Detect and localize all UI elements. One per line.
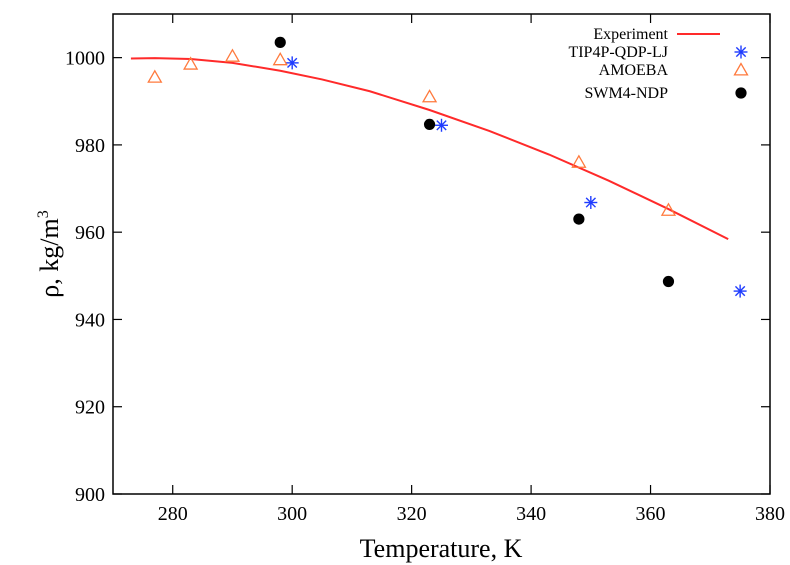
amoeba-point: [421, 89, 438, 103]
x-tick-label: 340: [516, 503, 546, 525]
amoeba-point: [272, 52, 288, 66]
swm4-ndp-point: [662, 275, 675, 288]
amoeba-point: [147, 69, 163, 83]
legend-swatch-amoeba: [733, 62, 749, 76]
y-axis-title-main: ρ, kg/m: [35, 218, 64, 297]
legend-label-tip4p: TIP4P-QDP-LJ: [568, 44, 668, 61]
x-tick-label: 300: [277, 503, 307, 525]
y-tick-label: 980: [75, 135, 105, 157]
y-tick-label: 1000: [65, 48, 105, 70]
plot-frame: [112, 13, 771, 495]
tip4p-qdp-lj-point: [435, 118, 448, 132]
amoeba-point: [660, 202, 677, 216]
y-axis-title: ρ, kg/m3: [35, 210, 64, 297]
x-tick-label: 280: [158, 503, 188, 525]
legend-label-swm4: SWM4-NDP: [584, 85, 668, 102]
series-layer: [130, 36, 747, 298]
ticks-layer: 280 300 320 340 360 380 900 920 940 960 980 1000: [65, 14, 785, 525]
x-axis-title: Temperature, K: [360, 534, 523, 563]
legend-swatch-swm4-ndp: [735, 87, 747, 99]
legend-label-experiment: Experiment: [593, 26, 668, 43]
legend-swatches: [677, 33, 749, 99]
y-tick-label: 940: [75, 309, 105, 331]
x-tick-label: 320: [397, 503, 427, 525]
tip4p-qdp-lj-point: [733, 284, 747, 298]
tip4p-qdp-lj-point: [285, 56, 299, 70]
legend-label-amoeba: AMOEBA: [599, 62, 669, 79]
y-tick-label: 900: [75, 484, 105, 506]
y-tick-label: 960: [75, 222, 105, 244]
swm4-ndp-point: [274, 36, 286, 48]
legend-swatch-tip4p-qdp-lj: [734, 45, 748, 59]
amoeba-point: [224, 48, 241, 62]
amoeba-point: [183, 56, 199, 70]
x-tick-label: 360: [636, 503, 666, 525]
swm4-ndp-point: [573, 213, 585, 225]
tip4p-qdp-lj-point: [584, 196, 598, 210]
swm4-ndp-point: [423, 118, 436, 130]
legend: Experiment TIP4P-QDP-LJ AMOEBA SWM4-NDP: [568, 26, 749, 102]
y-tick-label: 920: [75, 397, 105, 419]
amoeba-point: [571, 154, 587, 168]
x-tick-label: 380: [755, 503, 785, 525]
y-axis-title-superscript: 3: [35, 210, 52, 218]
